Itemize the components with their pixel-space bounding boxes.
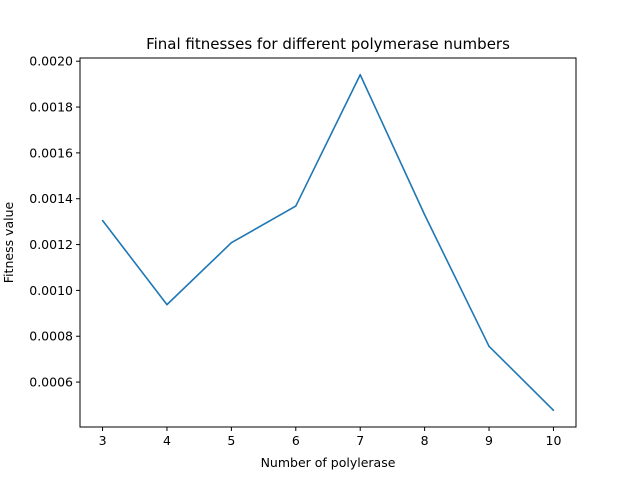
data-point	[488, 345, 490, 348]
x-tick-label: 3	[99, 433, 107, 448]
x-tick-label: 4	[163, 433, 171, 448]
x-axis: 3 4 5 6 7 8 9 10	[99, 427, 562, 448]
y-tick-label: 0.0014	[29, 191, 73, 206]
x-tick-label: 8	[421, 433, 429, 448]
series-line	[101, 73, 555, 411]
y-tick-label: 0.0012	[29, 237, 73, 252]
data-point	[166, 303, 168, 306]
y-tick-label: 0.0008	[29, 329, 73, 344]
y-axis: 0.0006 0.0008 0.0010 0.0012 0.0014 0.0016 0.00…	[29, 54, 80, 390]
y-tick-label: 0.0016	[29, 145, 73, 160]
data-point	[359, 73, 362, 76]
data-point	[294, 205, 297, 207]
x-tick-label: 5	[227, 433, 235, 448]
y-tick-label: 0.0020	[29, 54, 73, 69]
data-point	[423, 213, 426, 216]
x-tick-label: 9	[485, 433, 493, 448]
x-tick-label: 7	[356, 433, 364, 448]
y-tick-label: 0.0006	[29, 375, 73, 390]
data-point	[230, 241, 233, 244]
y-tick-label: 0.0018	[29, 100, 73, 115]
data-point	[552, 409, 555, 412]
x-axis-label: Number of polylerase	[261, 455, 396, 470]
y-tick-label: 0.0010	[29, 283, 73, 298]
x-tick-label: 10	[546, 433, 562, 448]
chart-title: Final fitnesses for different polymerase…	[146, 35, 510, 53]
plot-frame	[79, 57, 577, 428]
x-tick-label: 6	[292, 433, 300, 448]
plot-area	[101, 73, 555, 412]
data-point	[101, 219, 104, 222]
y-axis-label: Fitness value	[1, 201, 16, 283]
